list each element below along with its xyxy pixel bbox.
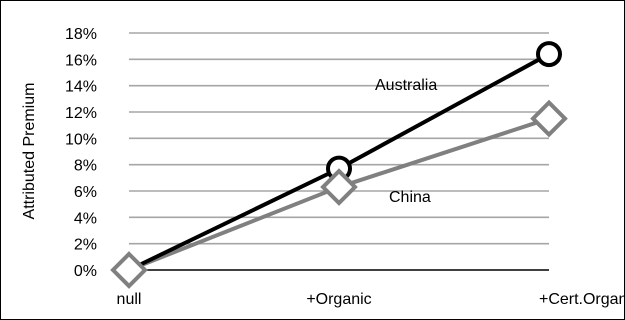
y-tick-label: 0%	[74, 263, 97, 280]
series-label: China	[389, 189, 431, 206]
series	[110, 41, 568, 289]
x-axis-ticks: null +Organic +Cert.Organic	[117, 291, 624, 308]
y-axis-ticks: 0% 2% 4% 6% 8% 10% 12% 14% 16% 18%	[65, 26, 97, 280]
series-labels: Australia China	[375, 77, 437, 206]
x-tick-label: +Organic	[306, 291, 371, 308]
y-tick-label: 4%	[74, 210, 97, 227]
y-tick-label: 12%	[65, 105, 97, 122]
y-tick-label: 10%	[65, 131, 97, 148]
y-tick-label: 8%	[74, 158, 97, 175]
y-tick-label: 16%	[65, 52, 97, 69]
x-tick-label: null	[117, 291, 142, 308]
y-tick-label: 6%	[74, 184, 97, 201]
data-point	[320, 168, 358, 206]
series-label: Australia	[375, 77, 437, 94]
data-point	[110, 251, 148, 289]
gridlines	[129, 32, 549, 245]
data-point	[536, 41, 562, 68]
y-tick-label: 18%	[65, 26, 97, 43]
y-tick-label: 2%	[74, 237, 97, 254]
y-tick-label: 14%	[65, 79, 97, 96]
data-point	[530, 99, 568, 138]
x-tick-label: +Cert.Organic	[539, 291, 624, 308]
y-axis-title: Attributed Premium	[21, 83, 38, 220]
